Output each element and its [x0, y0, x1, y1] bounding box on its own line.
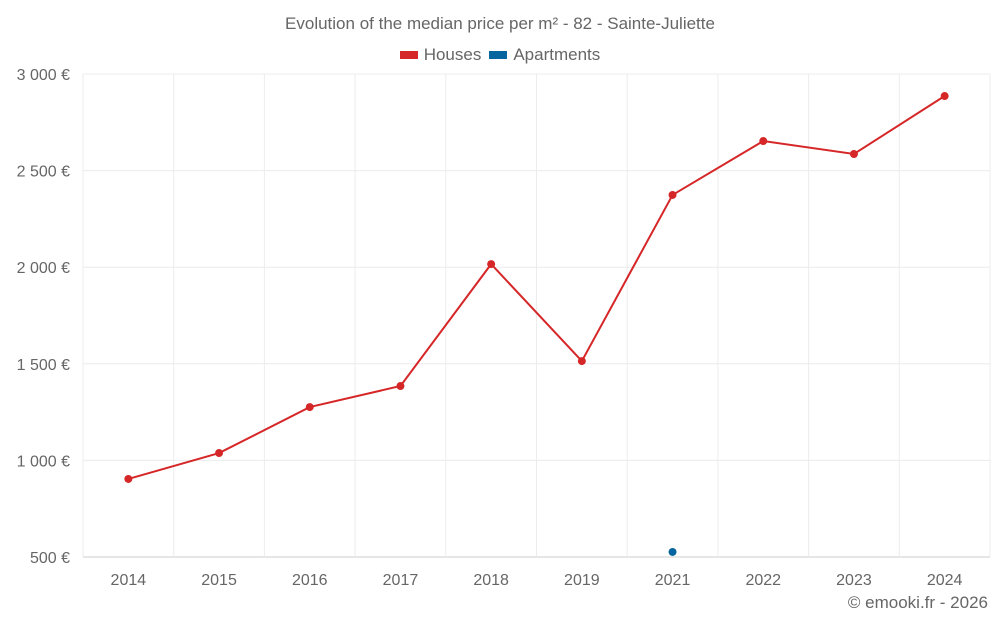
x-tick-label: 2018 — [473, 572, 509, 589]
data-point-houses — [124, 474, 133, 483]
x-tick-label: 2021 — [655, 572, 691, 589]
data-point-houses — [396, 382, 405, 391]
legend-item-houses[interactable]: Houses — [399, 45, 482, 65]
data-point-houses — [940, 92, 949, 101]
x-tick-label: 2017 — [383, 572, 419, 589]
y-tick-label: 1 000 € — [17, 453, 70, 470]
chart-title: Evolution of the median price per m² - 8… — [285, 14, 715, 33]
apartments-swatch — [489, 51, 508, 59]
y-tick-label: 3 000 € — [17, 67, 70, 84]
x-tick-label: 2024 — [927, 572, 963, 589]
legend-label-houses: Houses — [423, 45, 482, 64]
data-point-houses — [759, 137, 768, 146]
data-point-houses — [668, 190, 677, 199]
legend-item-apartments[interactable]: Apartments — [489, 45, 600, 65]
y-tick-label: 1 500 € — [17, 357, 70, 374]
houses-swatch — [399, 51, 418, 59]
y-tick-label: 2 500 € — [17, 164, 70, 181]
data-point-houses — [849, 149, 858, 158]
x-tick-label: 2015 — [201, 572, 237, 589]
y-tick-label: 2 000 € — [17, 260, 70, 277]
data-point-apartments — [668, 547, 677, 556]
x-tick-label: 2023 — [836, 572, 872, 589]
x-tick-label: 2016 — [292, 572, 328, 589]
data-point-houses — [215, 449, 224, 458]
x-tick-label: 2019 — [564, 572, 600, 589]
data-point-houses — [487, 260, 496, 269]
series-line-houses — [128, 95, 946, 480]
x-tick-label: 2022 — [745, 572, 781, 589]
credit: © emooki.fr - 2026 — [847, 593, 988, 612]
y-tick-label: 500 € — [30, 550, 70, 567]
x-tick-label: 2014 — [111, 572, 147, 589]
legend: Houses Apartments — [0, 45, 1000, 65]
data-point-houses — [305, 403, 314, 412]
legend-label-apartments: Apartments — [513, 45, 601, 64]
data-point-houses — [577, 357, 586, 366]
